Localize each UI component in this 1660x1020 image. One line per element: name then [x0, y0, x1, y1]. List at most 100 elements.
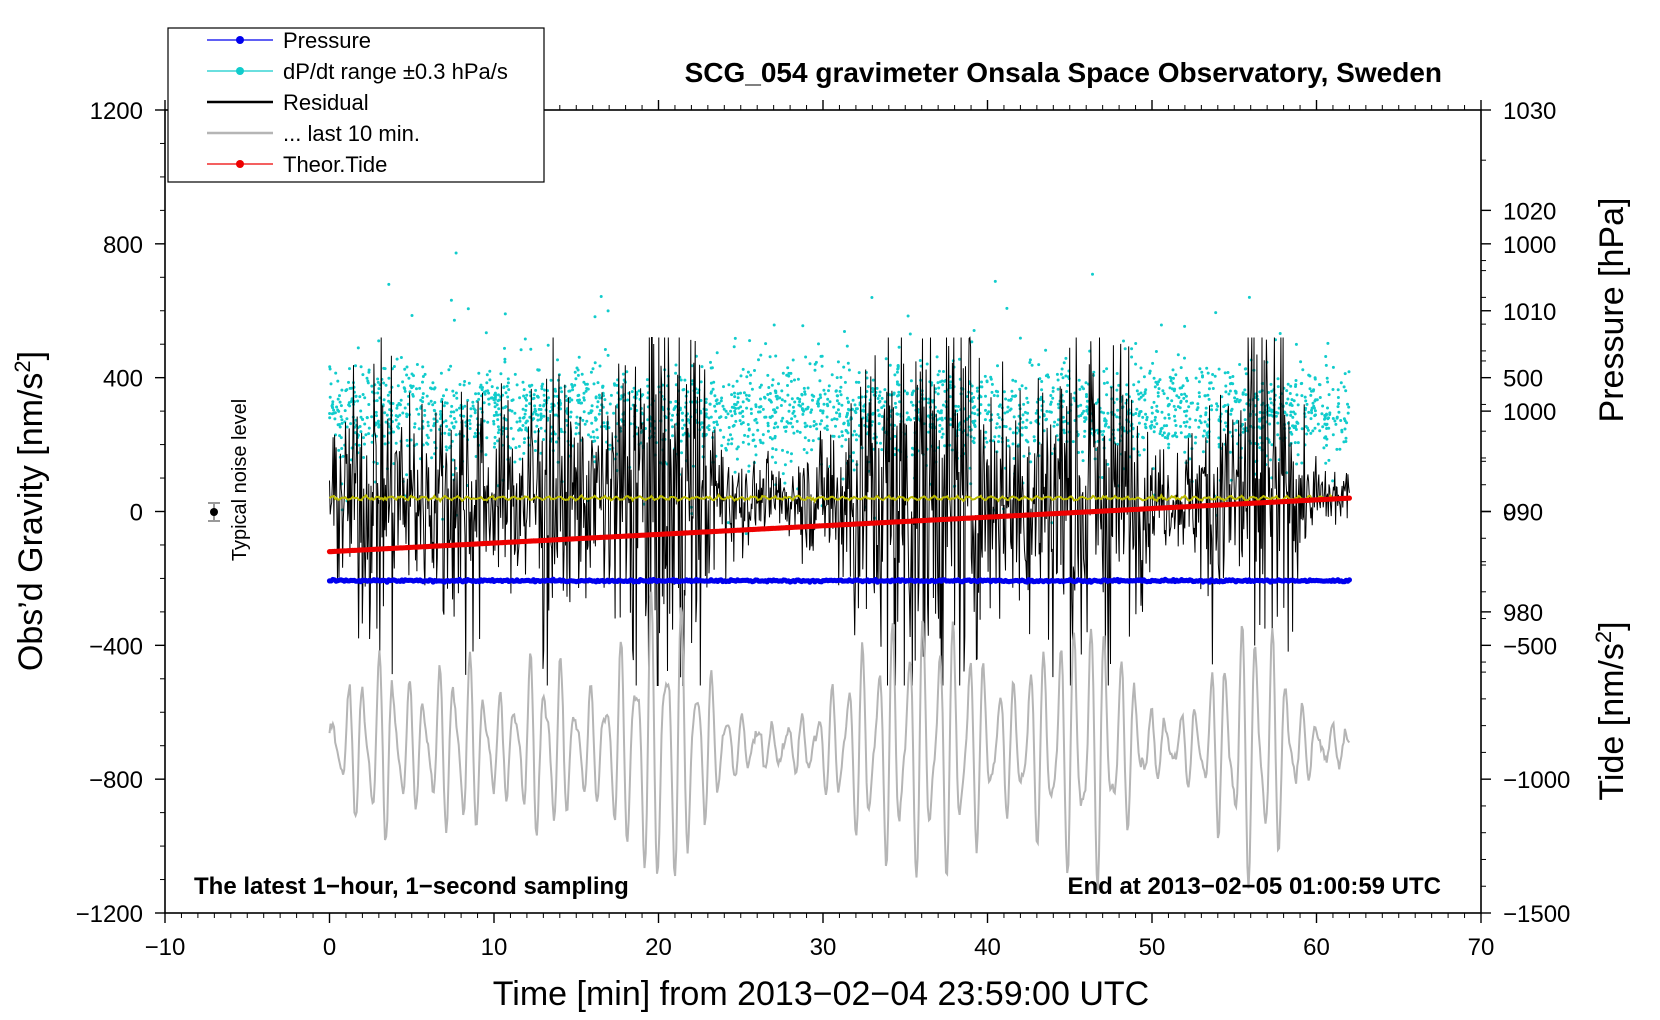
- dpdt-point: [957, 405, 960, 408]
- dpdt-point: [376, 422, 380, 425]
- dpdt-point: [395, 406, 399, 410]
- dpdt-point: [592, 382, 596, 386]
- dpdt-point: [936, 392, 940, 396]
- dpdt-point: [502, 386, 506, 390]
- x-axis-title: Time [min] from 2013−02−04 23:59:00 UTC: [493, 975, 1149, 1013]
- dpdt-point: [497, 407, 501, 411]
- dpdt-point: [462, 414, 466, 418]
- dpdt-point: [341, 454, 345, 458]
- dpdt-point: [909, 418, 913, 422]
- dpdt-point: [1292, 399, 1296, 403]
- dpdt-point: [905, 391, 909, 395]
- dpdt-point: [1339, 381, 1343, 385]
- dpdt-point: [753, 418, 757, 422]
- dpdt-point: [941, 432, 945, 436]
- dpdt-point: [503, 346, 506, 350]
- dpdt-point: [803, 390, 807, 394]
- dpdt-point: [494, 410, 498, 414]
- dpdt-point: [935, 355, 939, 359]
- dpdt-point: [1217, 367, 1221, 371]
- dpdt-point: [1167, 446, 1171, 450]
- dpdt-point: [433, 409, 437, 413]
- dpdt-point: [865, 376, 869, 380]
- dpdt-point: [1039, 395, 1043, 399]
- dpdt-point: [1166, 436, 1170, 440]
- dpdt-point: [1115, 372, 1119, 375]
- dpdt-point: [908, 332, 912, 336]
- dpdt-point: [589, 435, 593, 439]
- last10-line: [328, 591, 1351, 891]
- dpdt-point: [359, 365, 363, 369]
- dpdt-point: [973, 412, 977, 416]
- dpdt-point: [585, 419, 589, 423]
- dpdt-point: [328, 395, 332, 399]
- dpdt-point: [731, 384, 735, 388]
- dpdt-point: [466, 398, 470, 402]
- legend-label-tide: Theor.Tide: [283, 152, 387, 177]
- dpdt-point: [1175, 394, 1179, 398]
- dpdt-point: [772, 408, 775, 412]
- dpdt-point: [432, 417, 436, 421]
- dpdt-point: [423, 413, 427, 417]
- dpdt-point: [339, 404, 343, 408]
- dpdt-point: [1244, 367, 1248, 371]
- dpdt-point: [1167, 432, 1171, 436]
- dpdt-point: [1049, 402, 1053, 406]
- dpdt-point: [1234, 428, 1238, 432]
- dpdt-point: [1199, 414, 1203, 418]
- dpdt-point: [1049, 410, 1053, 414]
- dpdt-point: [484, 331, 488, 335]
- dpdt-point: [518, 396, 522, 400]
- dpdt-point: [1244, 372, 1248, 376]
- dpdt-point: [496, 399, 500, 403]
- dpdt-point: [1197, 391, 1201, 395]
- dpdt-point: [590, 404, 594, 408]
- dpdt-point: [590, 421, 594, 425]
- dpdt-point: [1201, 375, 1204, 379]
- dpdt-point: [466, 307, 470, 311]
- dpdt-point: [1331, 365, 1335, 369]
- dpdt-point: [1206, 371, 1210, 375]
- dpdt-point: [376, 419, 380, 423]
- dpdt-point: [990, 382, 994, 386]
- dpdt-point: [845, 429, 849, 433]
- dpdt-point: [1115, 397, 1119, 401]
- dpdt-point: [575, 366, 579, 370]
- dpdt-point: [598, 364, 602, 368]
- dpdt-point: [1301, 368, 1305, 372]
- dpdt-point: [1172, 376, 1175, 380]
- dpdt-point: [940, 418, 944, 422]
- dpdt-point: [896, 412, 900, 416]
- dpdt-point: [1183, 450, 1187, 454]
- dpdt-point: [1015, 426, 1019, 430]
- dpdt-point: [406, 444, 410, 448]
- dpdt-point: [542, 438, 545, 441]
- dpdt-point: [468, 422, 472, 426]
- dpdt-point: [1158, 378, 1162, 382]
- dpdt-point: [993, 279, 997, 283]
- dpdt-point: [672, 408, 676, 411]
- dpdt-point: [524, 408, 528, 412]
- dpdt-point: [795, 419, 799, 423]
- dpdt-point: [1234, 400, 1238, 404]
- dpdt-point: [1185, 376, 1189, 380]
- dpdt-point: [769, 400, 773, 404]
- dpdt-point: [490, 385, 494, 389]
- dpdt-point: [626, 398, 630, 402]
- dpdt-point: [926, 414, 930, 418]
- dpdt-point: [808, 425, 812, 429]
- dpdt-point: [733, 470, 737, 474]
- dpdt-point: [1055, 423, 1059, 427]
- dpdt-point: [1241, 392, 1245, 396]
- dpdt-point: [744, 532, 748, 536]
- dpdt-point: [505, 384, 509, 388]
- dpdt-point: [1083, 429, 1087, 433]
- dpdt-point: [454, 420, 458, 424]
- dpdt-point: [837, 435, 841, 439]
- tide-tick-label: −1000: [1503, 767, 1570, 794]
- dpdt-point: [529, 347, 533, 351]
- dpdt-point: [758, 405, 761, 409]
- dpdt-point: [761, 441, 765, 445]
- dpdt-point: [336, 408, 340, 412]
- dpdt-point: [606, 309, 610, 313]
